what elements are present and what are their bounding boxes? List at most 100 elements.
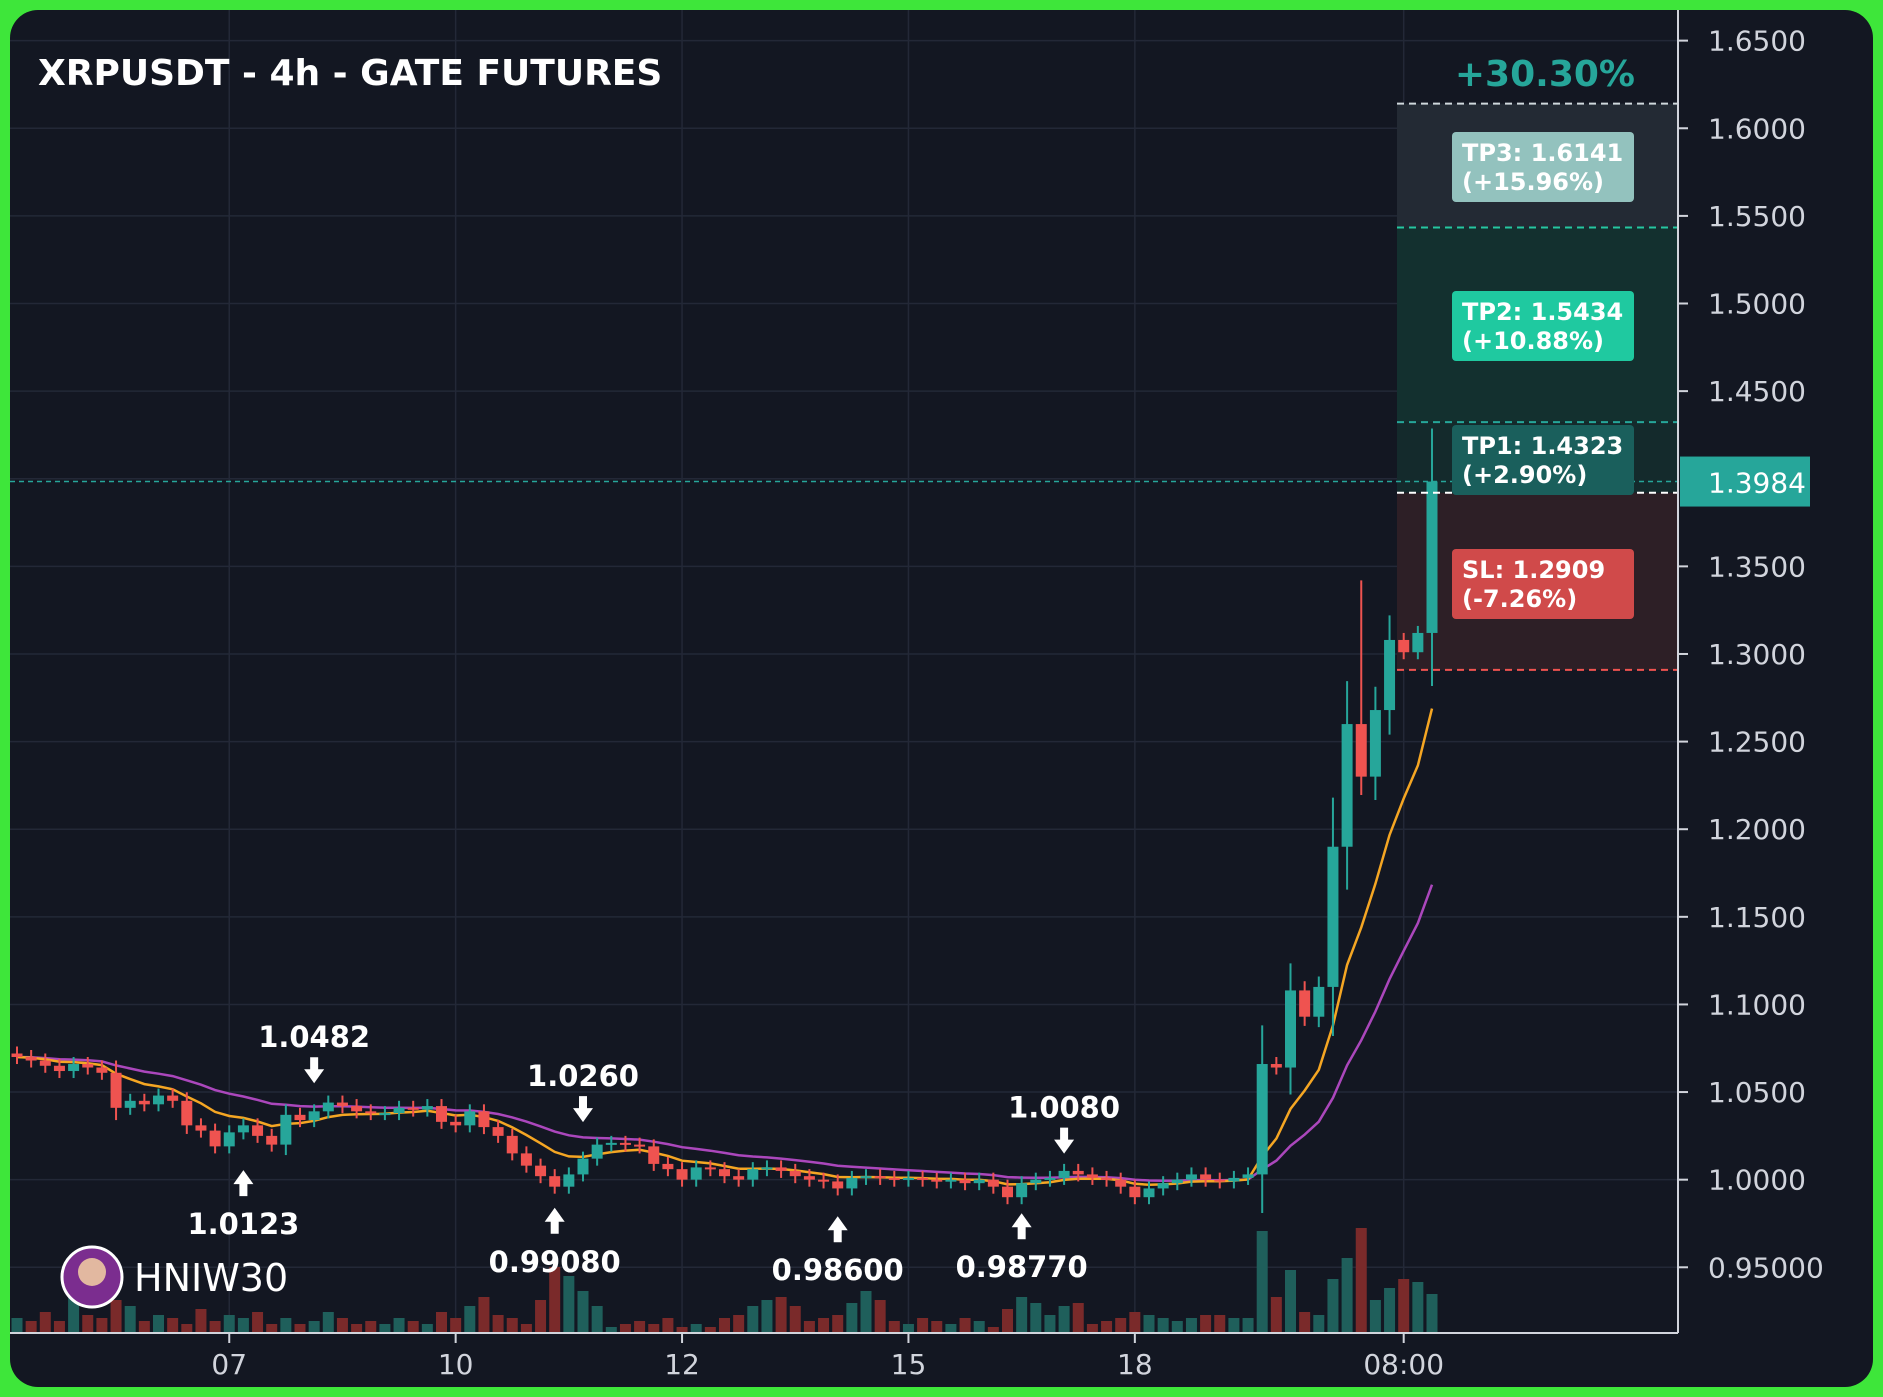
watermark-text: HNIW30 (134, 1256, 288, 1300)
volume-bar (535, 1300, 547, 1333)
volume-bar (648, 1324, 660, 1333)
volume-bar (917, 1318, 929, 1333)
candle-body (407, 1107, 419, 1110)
volume-bar (945, 1324, 957, 1333)
arrow-down-icon (1054, 1127, 1075, 1154)
annotation: 1.0123 (187, 1170, 299, 1241)
volume-bar (492, 1315, 504, 1333)
volume-bar (577, 1291, 589, 1333)
candle-body (634, 1144, 646, 1147)
label-pct: (-7.26%) (1462, 585, 1577, 613)
volume-bar (973, 1321, 985, 1333)
label-box (1452, 132, 1634, 202)
price-chart[interactable]: 1.0482 1.0123 1.0260 0.99080 0.98600 0.98770 1… (10, 10, 1873, 1387)
price-axis[interactable]: 1.6500 1.6000 1.5500 1.5000 1.4500 1.3500 1.30… (1677, 10, 1824, 1333)
annotation-label: 0.98770 (956, 1250, 1088, 1284)
label-sl: SL: 1.2909(-7.26%) (1452, 549, 1634, 619)
candle-body (676, 1169, 688, 1180)
volume-bar (53, 1321, 65, 1333)
candle-body (803, 1176, 815, 1180)
watermark: HNIW30 (60, 1245, 288, 1309)
volume-bar (39, 1312, 51, 1333)
candle-body (931, 1179, 943, 1182)
volume-bar (591, 1306, 603, 1333)
volume-bar (351, 1324, 363, 1333)
volume-bar (1129, 1312, 1141, 1333)
candle-body (351, 1106, 363, 1112)
volume-bar (690, 1324, 702, 1333)
candle-body (266, 1135, 278, 1145)
candle-body (1002, 1186, 1013, 1198)
volume-bar (775, 1297, 787, 1333)
time-tick-label: 12 (664, 1348, 700, 1381)
candle-body (846, 1177, 858, 1189)
candle-body (53, 1065, 65, 1072)
time-axis[interactable]: 07 10 12 15 18 08:00 (10, 1332, 1678, 1381)
volume-bar (846, 1303, 858, 1333)
arrow-down-icon (304, 1057, 325, 1084)
candle-body (874, 1176, 886, 1179)
label-price: TP1: 1.4323 (1462, 432, 1623, 460)
candle-body (1030, 1179, 1042, 1184)
candle-body (520, 1153, 532, 1166)
volume-bar (1058, 1306, 1070, 1333)
label-pct: (+10.88%) (1462, 327, 1604, 355)
volume-bar (110, 1300, 122, 1333)
price-tick-label: 1.1000 (1708, 988, 1806, 1021)
volume-bar (1341, 1258, 1353, 1333)
volume-bar (181, 1324, 193, 1333)
candle-body (619, 1142, 631, 1145)
volume-bar (563, 1276, 575, 1333)
volume-bar (818, 1318, 830, 1333)
volume-bar (761, 1300, 773, 1333)
candle-body (237, 1125, 249, 1133)
candle-body (690, 1167, 702, 1180)
candle-body (25, 1057, 37, 1061)
candle-body (39, 1060, 51, 1066)
grid (10, 10, 1678, 1333)
candle-body (464, 1111, 476, 1126)
volume-bar (237, 1318, 249, 1333)
candle-body (1426, 481, 1438, 633)
volume-bar (82, 1315, 94, 1333)
annotation: 1.0080 (1008, 1091, 1120, 1154)
price-tick-label: 1.0500 (1708, 1076, 1806, 1109)
candle-body (82, 1064, 94, 1068)
candle-body (1185, 1174, 1197, 1180)
candle-body (1341, 724, 1353, 847)
volume-bar (478, 1297, 490, 1333)
volume-bar (1185, 1318, 1197, 1333)
candle-body (1115, 1179, 1127, 1187)
candle-body (1101, 1177, 1113, 1180)
price-tick-label: 1.3000 (1708, 638, 1806, 671)
volume-bar (1157, 1318, 1169, 1333)
volume-bar (365, 1321, 377, 1333)
annotation-label: 1.0482 (258, 1020, 370, 1054)
volume-bar (874, 1300, 886, 1333)
price-tick-label: 1.6000 (1708, 112, 1806, 145)
candle-body (1285, 990, 1296, 1068)
current-price-box (1680, 456, 1810, 507)
volume-bar (733, 1315, 745, 1333)
volume-bar (1228, 1318, 1240, 1333)
volume-bar (167, 1318, 179, 1333)
volume-bar (308, 1321, 320, 1333)
price-tick-label: 1.6500 (1708, 25, 1806, 58)
volume-bar (11, 1318, 23, 1333)
candle-body (917, 1177, 929, 1180)
time-tick-label: 07 (211, 1348, 247, 1381)
volume-bar (1369, 1300, 1381, 1333)
candle-body (280, 1114, 292, 1145)
annotation-label: 1.0080 (1008, 1091, 1120, 1125)
volume-bar (520, 1324, 532, 1333)
volume-bar (407, 1321, 419, 1333)
candle-body (1016, 1183, 1028, 1198)
candle-body (209, 1130, 221, 1147)
performance-label: +30.30% (1455, 54, 1635, 95)
volume-bar (138, 1321, 150, 1333)
candle-body (195, 1125, 207, 1131)
volume-bar (1242, 1318, 1254, 1333)
price-tick-label: 1.2500 (1708, 726, 1806, 759)
volume-bar (96, 1318, 108, 1333)
volume-bar (1115, 1318, 1127, 1333)
